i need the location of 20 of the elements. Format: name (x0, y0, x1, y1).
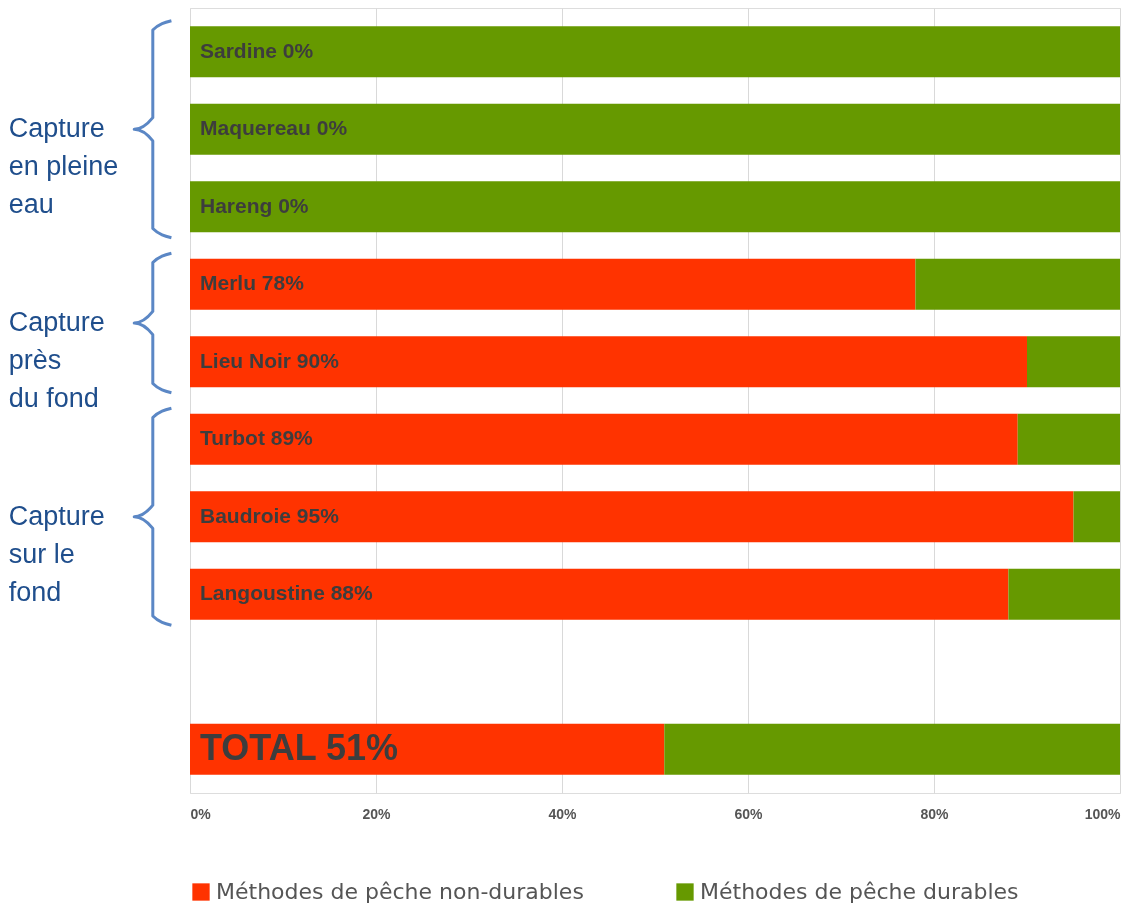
text: Capture sur le fond (8, 500, 105, 607)
x-tick-label: 80% (920, 805, 950, 822)
category-label: Lieu Noir 90% (200, 348, 339, 372)
category-label: Turbot 89% (200, 426, 313, 450)
category-label: Merlu 78% (200, 271, 304, 295)
text: Capture en pleine eau (8, 113, 119, 220)
legend-label: Méthodes de pêche durables (700, 879, 1019, 904)
category-label: Hareng 0% (200, 193, 309, 217)
x-tick-label: 40% (548, 805, 578, 822)
x-tick-label: 0% (190, 805, 212, 822)
category-label: TOTAL 51% (200, 727, 399, 769)
category-label: Langoustine 88% (200, 581, 373, 605)
category-label: Maquereau 0% (200, 116, 348, 140)
category-label: Sardine 0% (200, 38, 314, 62)
legend-label: Méthodes de pêche non-durables (216, 879, 584, 904)
text: Capture près du fond (8, 307, 105, 413)
category-label: Baudroie 95% (200, 503, 339, 527)
x-tick-label: 20% (362, 805, 392, 822)
x-tick-label: 100% (1084, 805, 1122, 822)
x-tick-label: 60% (734, 805, 764, 822)
